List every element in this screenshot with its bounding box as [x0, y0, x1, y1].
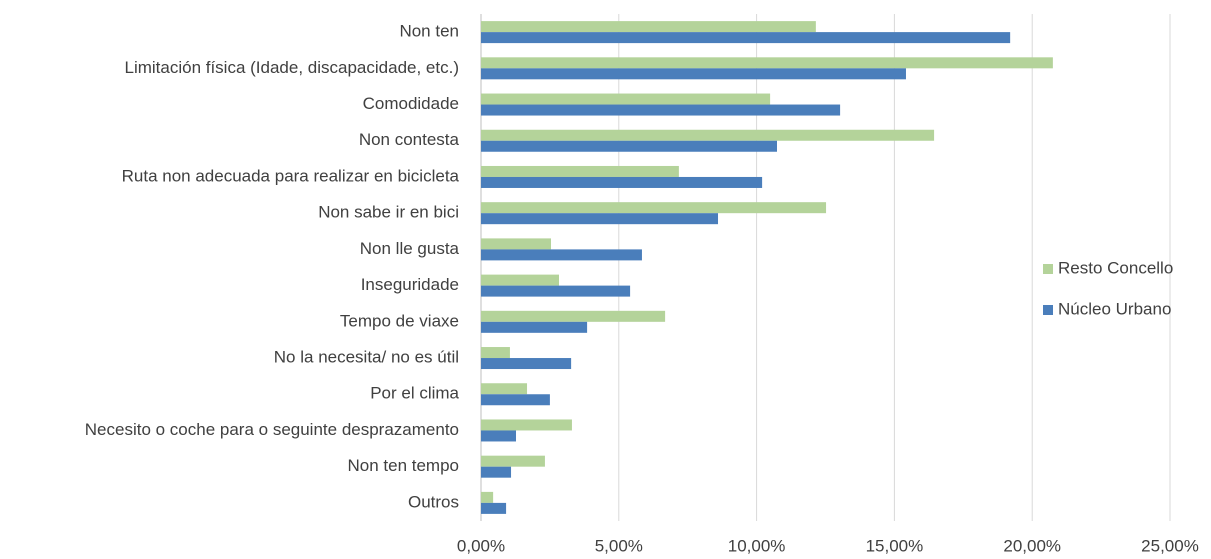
x-tick-label: 0,00%: [457, 536, 505, 555]
y-tick-label: No la necesita/ no es útil: [274, 348, 459, 367]
bar: [481, 104, 841, 116]
y-tick-label: Non contesta: [359, 130, 460, 149]
legend-swatch: [1043, 305, 1053, 315]
x-tick-label: 20,00%: [1003, 536, 1061, 555]
y-tick-label: Inseguridade: [361, 275, 459, 294]
bar: [481, 32, 1011, 44]
y-tick-label: Por el clima: [370, 384, 459, 403]
legend-swatch: [1043, 264, 1053, 274]
bar: [481, 358, 572, 370]
x-tick-label: 10,00%: [728, 536, 786, 555]
bar: [481, 502, 507, 514]
y-tick-label: Necesito o coche para o seguinte despraz…: [85, 420, 459, 439]
bar: [481, 176, 763, 188]
bar: [481, 129, 935, 141]
bar: [481, 491, 494, 503]
y-tick-label: Non ten tempo: [347, 456, 459, 475]
bar: [481, 347, 510, 359]
bar: [481, 274, 559, 286]
bar: [481, 394, 550, 406]
bar: [481, 249, 642, 261]
y-tick-label: Non sabe ir en bici: [318, 203, 459, 222]
bar: [481, 419, 572, 431]
x-tick-label: 25,00%: [1141, 536, 1199, 555]
bar: [481, 310, 666, 322]
legend-label: Resto Concello: [1058, 258, 1173, 277]
bar: [481, 21, 816, 33]
y-tick-label: Non lle gusta: [360, 239, 460, 258]
bar: [481, 430, 517, 442]
y-tick-label: Outros: [408, 492, 459, 511]
x-tick-label: 5,00%: [595, 536, 643, 555]
bar: [481, 68, 906, 80]
bar: [481, 238, 552, 250]
bar: [481, 455, 545, 467]
bar: [481, 93, 771, 105]
bar: [481, 202, 827, 214]
y-tick-label: Non ten: [399, 22, 459, 41]
x-tick-label: 15,00%: [866, 536, 924, 555]
y-tick-label: Ruta non adecuada para realizar en bicic…: [122, 166, 460, 185]
bar: [481, 57, 1053, 69]
bar: [481, 285, 631, 297]
bar: [481, 383, 528, 395]
y-tick-label: Limitación física (Idade, discapacidade,…: [124, 58, 459, 77]
bar: [481, 213, 719, 225]
bar: [481, 165, 679, 177]
legend-label: Núcleo Urbano: [1058, 299, 1171, 318]
y-tick-label: Comodidade: [363, 94, 459, 113]
y-tick-label: Tempo de viaxe: [340, 311, 459, 330]
bar: [481, 140, 777, 152]
bar: [481, 321, 588, 333]
bar: [481, 466, 512, 478]
